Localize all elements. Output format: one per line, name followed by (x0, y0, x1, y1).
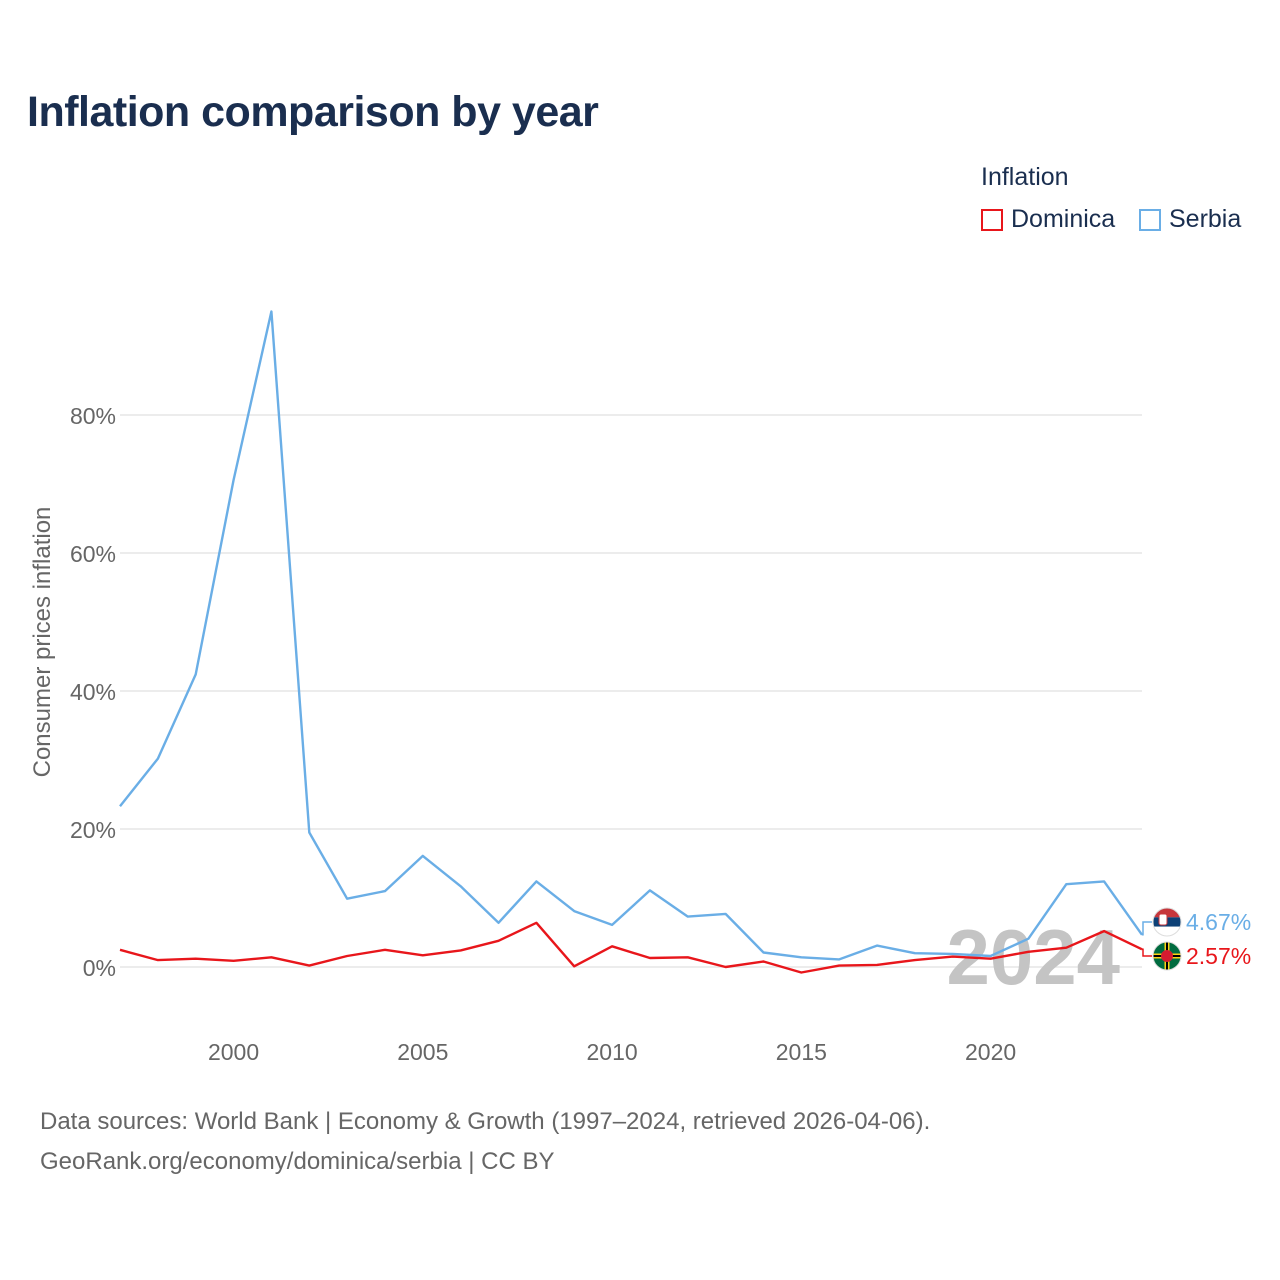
series-line-serbia (119, 310, 1143, 961)
x-axis-ticks: 2000 2005 2010 2015 2020 (208, 1039, 1016, 1065)
legend-swatch-dominica (981, 208, 1003, 231)
page-title: Inflation comparison by year (27, 88, 599, 136)
flag-dominica-icon (1152, 941, 1182, 971)
y-tick-label: 20% (70, 817, 116, 843)
footer-credit: GeoRank.org/economy/dominica/serbia | CC… (40, 1148, 555, 1175)
x-tick-label: 2000 (208, 1039, 259, 1065)
y-axis-ticks: 0% 20% 40% 60% 80% (70, 403, 116, 981)
series-lines (119, 310, 1143, 974)
end-connector-dominica (1142, 948, 1152, 957)
legend-item-serbia[interactable]: Serbia (1139, 205, 1241, 234)
end-label-serbia: 4.67% (1186, 909, 1251, 935)
y-tick-label: 60% (70, 541, 116, 567)
flag-serbia-icon (1152, 907, 1182, 937)
x-tick-label: 2010 (586, 1039, 637, 1065)
footer-sources: Data sources: World Bank | Economy & Gro… (40, 1108, 931, 1135)
end-labels: 4.67% 2.57% (1142, 907, 1251, 971)
legend-item-dominica[interactable]: Dominica (981, 205, 1115, 234)
legend-label-serbia: Serbia (1169, 205, 1242, 233)
y-axis-label: Consumer prices inflation (29, 507, 56, 778)
y-tick-label: 40% (70, 679, 116, 705)
legend-title: Inflation (981, 163, 1069, 191)
grid-lines (120, 414, 1142, 968)
legend-swatch-serbia (1139, 208, 1161, 231)
end-connector-serbia (1142, 921, 1152, 936)
series-line-dominica (119, 921, 1143, 974)
y-tick-label: 80% (70, 403, 116, 429)
x-tick-label: 2015 (776, 1039, 827, 1065)
y-tick-label: 0% (83, 955, 116, 981)
x-tick-label: 2020 (965, 1039, 1016, 1065)
x-tick-label: 2005 (397, 1039, 448, 1065)
end-label-dominica: 2.57% (1186, 943, 1251, 969)
legend-label-dominica: Dominica (1011, 205, 1116, 233)
